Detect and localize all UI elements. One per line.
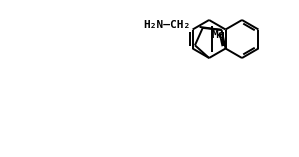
Text: Me: Me	[212, 30, 225, 40]
Text: H₂N—CH₂: H₂N—CH₂	[143, 20, 190, 30]
